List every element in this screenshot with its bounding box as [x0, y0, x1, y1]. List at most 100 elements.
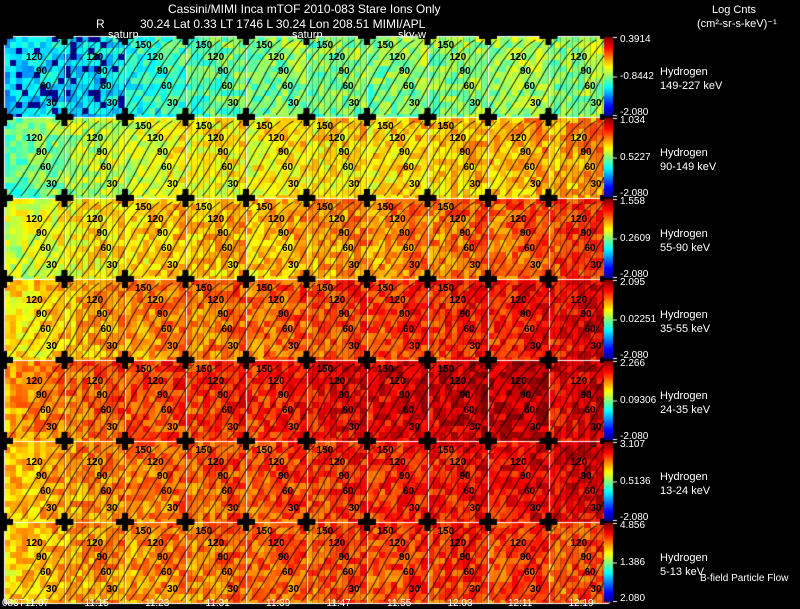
- contour-label: 90: [96, 147, 108, 158]
- contour-label: 30: [46, 422, 58, 433]
- contour-label: 30: [409, 422, 421, 433]
- contour-label: 30: [590, 179, 602, 190]
- contour-label: 90: [520, 390, 532, 401]
- contour-label: 30: [46, 98, 58, 109]
- contour-label: 90: [459, 552, 471, 563]
- species-label: Hydrogen: [660, 66, 708, 78]
- contour-label: 30: [106, 260, 118, 271]
- contour-label: 30: [167, 98, 179, 109]
- contour-label: 90: [338, 552, 350, 563]
- contour-label: 90: [278, 228, 290, 239]
- contour-label: 60: [463, 81, 475, 92]
- contour-label: 120: [510, 376, 527, 387]
- energy-label: 90-149 keV: [660, 161, 717, 173]
- contour-label: 120: [26, 376, 43, 387]
- contour-label: 90: [36, 66, 48, 77]
- contour-label: 120: [207, 538, 225, 549]
- colorbar-mid-label: 0.02251: [620, 313, 657, 325]
- contour-label: 150: [437, 40, 455, 51]
- contour-label: 60: [282, 324, 294, 335]
- contour-label: 120: [570, 538, 588, 549]
- contour-label: 90: [217, 552, 229, 563]
- contour-label: 90: [96, 66, 108, 77]
- contour-label: 60: [282, 162, 294, 173]
- contour-label: 90: [338, 147, 350, 158]
- contour-label: 30: [530, 422, 542, 433]
- contour-label: 150: [135, 121, 152, 132]
- colorbar-mid-label: 0.2609: [620, 232, 651, 244]
- contour-label: 150: [437, 364, 455, 375]
- contour-label: 120: [449, 295, 467, 306]
- contour-label: 90: [217, 390, 229, 401]
- contour-label: 150: [377, 40, 394, 51]
- contour-label: 60: [342, 243, 354, 254]
- time-tick-label: 083T11:07: [2, 598, 50, 609]
- contour-label: 90: [580, 228, 592, 239]
- contour-label: 120: [328, 376, 346, 387]
- contour-label: 150: [437, 526, 455, 537]
- contour-label: 30: [227, 503, 239, 514]
- contour-label: 60: [403, 81, 415, 92]
- contour-label: 60: [342, 81, 354, 92]
- contour-label: 150: [377, 202, 394, 213]
- colorbar-min-label: -2.080: [620, 269, 649, 280]
- contour-label: 60: [40, 243, 52, 254]
- contour-label: 60: [463, 243, 475, 254]
- contour-label: 90: [399, 390, 411, 401]
- colorbar-mid-label: 0.5227: [620, 151, 651, 163]
- colorbar-mid-label: 1.386: [620, 556, 646, 568]
- contour-label: 30: [106, 503, 118, 514]
- contour-label: 90: [399, 228, 411, 239]
- contour-label: 150: [316, 526, 334, 537]
- contour-label: 120: [147, 52, 164, 63]
- contour-label: 30: [288, 260, 300, 271]
- contour-label: 30: [409, 179, 421, 190]
- colorbar-max-label: 2.095: [620, 277, 646, 288]
- contour-label: 60: [221, 162, 233, 173]
- colorbar-min-label: -2.080: [620, 350, 649, 361]
- contour-label: 30: [227, 260, 239, 271]
- contour-label: 120: [389, 295, 406, 306]
- contour-label: 120: [268, 214, 285, 225]
- contour-label: 150: [135, 202, 152, 213]
- contour-label: 150: [256, 445, 273, 456]
- energy-label: 24-35 keV: [660, 404, 711, 416]
- contour-label: 30: [167, 179, 179, 190]
- contour-label: 60: [161, 81, 173, 92]
- contour-label: 90: [338, 390, 350, 401]
- contour-label: 30: [227, 98, 239, 109]
- contour-label: 60: [524, 324, 536, 335]
- contour-label: 60: [584, 162, 596, 173]
- contour-label: 30: [167, 422, 179, 433]
- contour-label: 90: [520, 66, 532, 77]
- contour-label: 30: [288, 341, 300, 352]
- contour-label: 120: [147, 457, 164, 468]
- colorbar-max-label: 1.034: [620, 115, 646, 126]
- contour-label: 60: [221, 81, 233, 92]
- contour-label: 60: [282, 243, 294, 254]
- colorbar-units: (cm²-sr-s-keV)⁻¹: [697, 18, 777, 30]
- contour-label: 90: [157, 309, 169, 320]
- contour-label: 30: [469, 503, 481, 514]
- contour-label: 60: [221, 567, 233, 578]
- contour-label: 120: [86, 538, 104, 549]
- contour-label: 90: [399, 309, 411, 320]
- contour-label: 90: [580, 552, 592, 563]
- contour-label: 90: [278, 390, 290, 401]
- time-tick-label: 12:19: [568, 598, 594, 609]
- contour-label: 60: [524, 486, 536, 497]
- contour-label: 30: [46, 503, 58, 514]
- colorbar-min-label: -2.080: [620, 431, 649, 442]
- contour-label: 90: [520, 309, 532, 320]
- colorbar-min-label: 2.080: [620, 593, 646, 604]
- contour-label: 120: [26, 457, 43, 468]
- contour-label: 30: [227, 179, 239, 190]
- contour-label: 60: [463, 162, 475, 173]
- contour-label: 90: [157, 390, 169, 401]
- contour-label: 30: [409, 98, 421, 109]
- contour-label: 90: [36, 390, 48, 401]
- contour-label: 60: [100, 324, 112, 335]
- contour-label: 120: [268, 295, 285, 306]
- contour-label: 30: [469, 179, 481, 190]
- contour-label: 90: [36, 147, 48, 158]
